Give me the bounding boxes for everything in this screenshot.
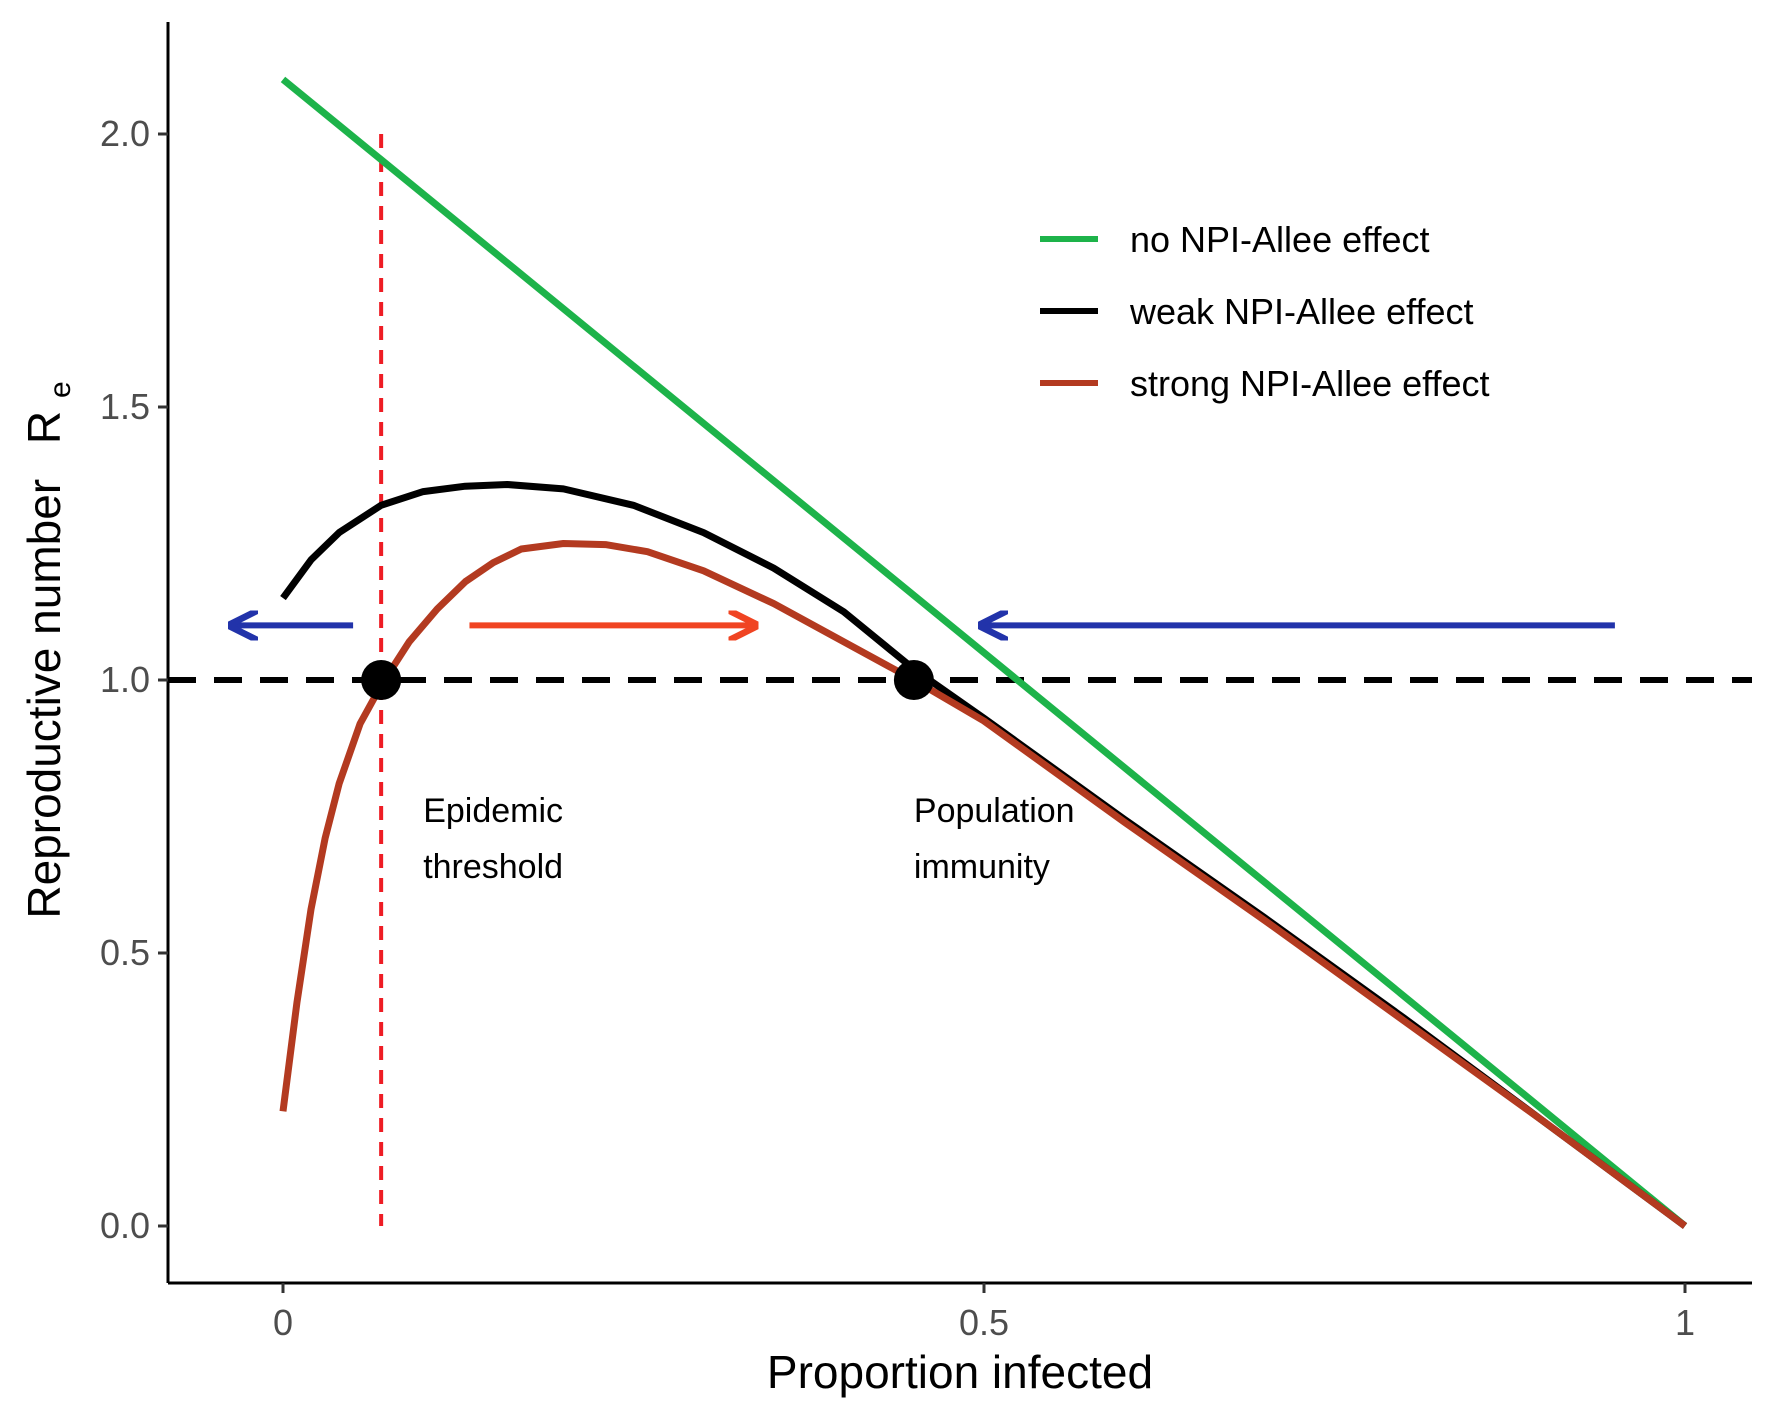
legend: no NPI-Allee effect weak NPI-Allee effec… (1040, 219, 1490, 404)
y-tick-label: 2.0 (100, 113, 150, 154)
population-immunity-annotation: Population immunity (914, 792, 1075, 886)
epidemic-threshold-annotation-line: Epidemic (423, 792, 563, 830)
epidemic-threshold-point (361, 660, 402, 700)
legend-label-no-npi: no NPI-Allee effect (1130, 219, 1430, 260)
series-no-npi-allee (280, 76, 1688, 1229)
epidemic-threshold-annotation-line: threshold (423, 848, 563, 886)
y-axis-title-symbol: R (18, 411, 70, 444)
x-tick-label: 1 (1675, 1302, 1695, 1343)
legend-label-weak: weak NPI-Allee effect (1129, 291, 1474, 332)
axes (166, 22, 1752, 1285)
legend-label-strong: strong NPI-Allee effect (1130, 363, 1490, 404)
y-tick-label: 1.5 (100, 386, 150, 427)
x-tick-label: 0.5 (959, 1302, 1009, 1343)
marked-points (361, 660, 934, 700)
y-tick-label: 0.0 (100, 1205, 150, 1246)
svg-text:Reproductive number R: Reproductive number R e (18, 381, 77, 918)
y-axis-title-subscript: e (44, 381, 77, 398)
x-axis-title: Proportion infected (767, 1346, 1153, 1398)
x-tick-label: 0 (273, 1302, 293, 1343)
y-axis-title-text: Reproductive number (18, 479, 70, 919)
population-immunity-annotation-line: Population (914, 792, 1075, 830)
reference-lines (168, 134, 1752, 1226)
y-tick-label: 1.0 (100, 659, 150, 700)
epidemic-threshold-annotation: Epidemic threshold (423, 792, 563, 886)
y-axis-title: Reproductive number R e (18, 381, 77, 918)
population-immunity-annotation-line: immunity (914, 848, 1050, 886)
tick-marks: 0 0.5 1 0.0 0.5 1.0 1.5 2.0 (100, 113, 1695, 1343)
series-strong-npi-allee (279, 540, 1688, 1229)
population-immunity-point (893, 660, 934, 700)
annotations: Epidemic threshold Population immunity (423, 792, 1074, 886)
series-lines (279, 76, 1688, 1229)
y-tick-label: 0.5 (100, 932, 150, 973)
